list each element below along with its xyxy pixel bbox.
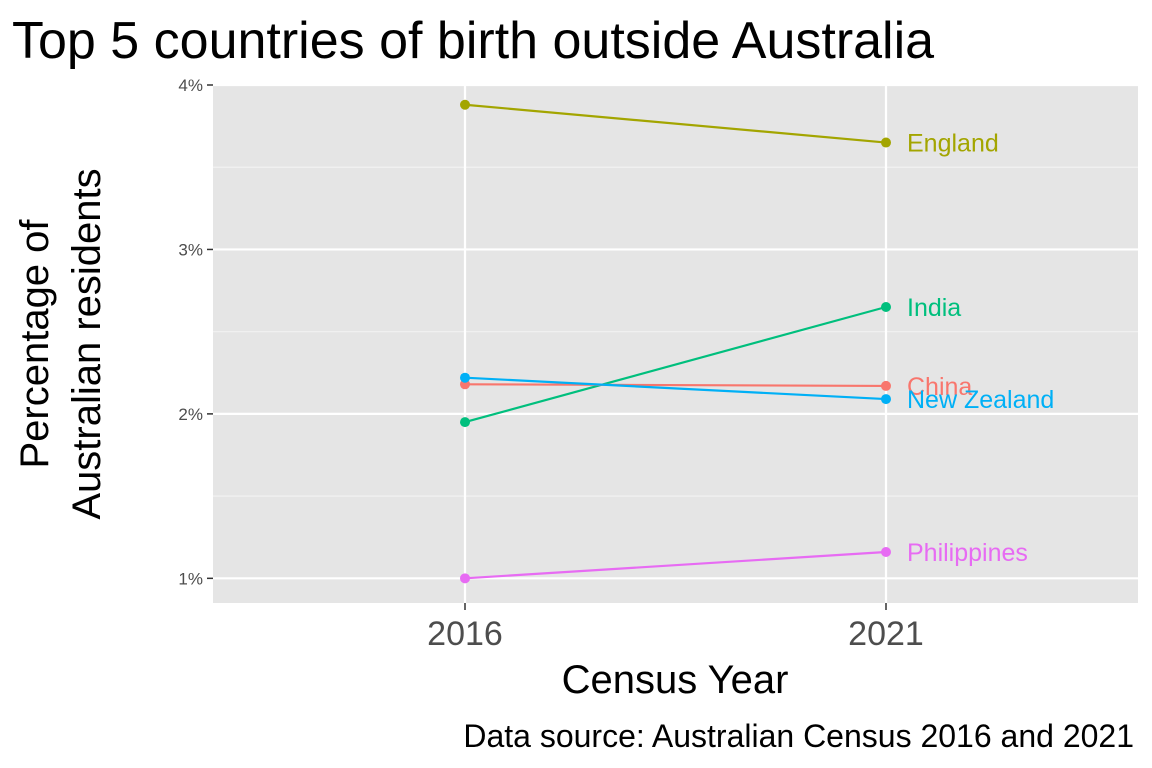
y-axis-title: Percentage of Australian residents [13, 168, 109, 519]
series-layer [460, 99, 891, 584]
series-line-philippines [464, 550, 887, 580]
minor-gridlines [213, 166, 1138, 497]
y-tick-label: 2% [178, 405, 203, 424]
series-label-china: China [907, 373, 972, 401]
series-line-new-zealand [464, 376, 887, 401]
series-label-england: England [907, 130, 999, 158]
data-point-china-2021 [881, 380, 891, 391]
data-point-india-2016 [460, 417, 470, 428]
data-point-new-zealand-2016 [460, 372, 470, 383]
y-tick-label: 4% [178, 76, 203, 95]
chart-caption: Data source: Australian Census 2016 and … [463, 718, 1134, 754]
data-point-england-2016 [460, 99, 470, 110]
data-point-india-2021 [881, 302, 891, 312]
major-gridlines [213, 83, 1138, 603]
y-tick-label: 1% [178, 569, 203, 588]
series-line-england [464, 103, 887, 144]
series-label-india: India [907, 294, 961, 322]
series-line-china [464, 383, 887, 388]
series-line-india [464, 305, 887, 424]
series-label-philippines: Philippines [907, 539, 1028, 567]
y-axis-title-line-2: Australian residents [65, 168, 109, 519]
x-tick-label: 2016 [427, 615, 503, 653]
x-tick-label: 2021 [848, 615, 924, 653]
plot-panel [213, 85, 1138, 603]
data-point-philippines-2016 [460, 573, 470, 584]
x-axis-title: Census Year [562, 658, 789, 702]
chart-title: Top 5 countries of birth outside Austral… [12, 12, 934, 70]
series-label-new-zealand: New Zealand [907, 386, 1054, 414]
y-tick-label: 3% [178, 240, 203, 259]
data-point-philippines-2021 [881, 547, 891, 558]
x-axis-ticks: 2016 2021 [427, 603, 924, 653]
data-point-new-zealand-2021 [881, 394, 891, 405]
y-axis-ticks: 1% 2% 3% 4% [178, 76, 213, 588]
data-point-england-2021 [881, 137, 891, 148]
y-axis-title-line-1: Percentage of [13, 219, 57, 469]
